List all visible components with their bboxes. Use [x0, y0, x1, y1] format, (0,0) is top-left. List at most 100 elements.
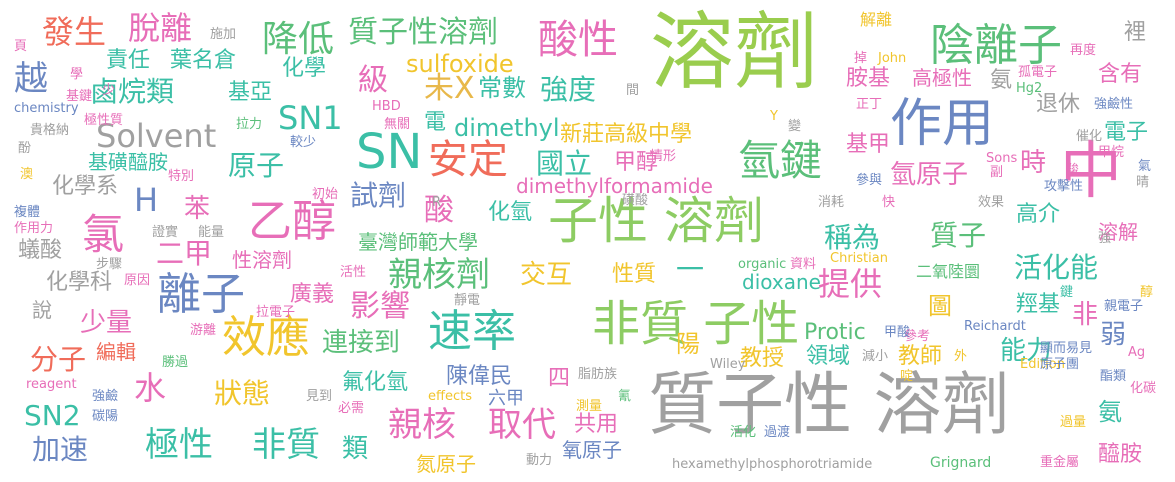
cloud-word: SN1 [278, 99, 343, 137]
cloud-word: 六甲 [488, 388, 524, 409]
cloud-word: 掉 [854, 51, 868, 66]
cloud-word: 原子團 [1040, 357, 1080, 372]
cloud-word: 溶劑 [650, 3, 819, 101]
cloud-word: 效果 [978, 195, 1005, 210]
cloud-word: dimethylformamide [516, 174, 713, 198]
cloud-word: Reichardt [964, 319, 1026, 334]
cloud-word: 鍵 [1060, 285, 1074, 300]
cloud-word: 顯而易見 [1040, 341, 1093, 356]
cloud-word: 脫離 [128, 9, 193, 47]
cloud-word: 強 [1098, 231, 1112, 246]
cloud-word: 外 [954, 349, 968, 364]
cloud-word: 性質 [612, 262, 657, 287]
cloud-word: 少 [102, 83, 116, 98]
cloud-word: 退休 [1036, 92, 1081, 117]
cloud-word: 動力 [526, 453, 553, 468]
cloud-word: 澳 [20, 167, 34, 182]
cloud-word: 親電子 [1104, 299, 1144, 314]
cloud-word: 減小 [862, 349, 889, 364]
cloud-word: 測量 [576, 399, 603, 414]
cloud-word: 施加 [210, 27, 237, 42]
cloud-word: 速率 [428, 306, 516, 357]
cloud-word: 氰 [618, 389, 632, 404]
cloud-word: 證實 [152, 225, 179, 240]
cloud-word: Y [770, 109, 778, 124]
cloud-word: Grignard [930, 455, 992, 471]
cloud-word: 教授 [740, 346, 785, 371]
cloud-word: 鹵烷類 [90, 75, 175, 108]
cloud-word: 酸 [424, 193, 454, 228]
cloud-word: 提供 [818, 265, 883, 303]
cloud-word: 基磺醯胺 [88, 150, 168, 174]
cloud-word: 作用 [890, 94, 995, 154]
cloud-word: 廣義 [290, 282, 335, 307]
cloud-word: 氫原子 [890, 160, 969, 190]
cloud-word: 離子 [157, 269, 245, 320]
cloud-word: 國立 [536, 147, 593, 180]
cloud-word: 親核 [388, 405, 456, 445]
cloud-word: 少量 [80, 308, 133, 338]
cloud-word: 再度 [1070, 43, 1097, 58]
cloud-word: 酸性 [538, 17, 618, 63]
cloud-word: 催化 [1076, 129, 1103, 144]
cloud-word: 勝過 [162, 355, 189, 370]
cloud-word: 氧原子 [562, 438, 622, 462]
cloud-word: 子性 溶劑 [548, 192, 764, 250]
cloud-word: 能力 [1000, 336, 1053, 366]
cloud-word: 作用力 [14, 221, 54, 236]
cloud-word: 乙醇 [248, 196, 336, 247]
cloud-word: 領域 [806, 344, 851, 369]
cloud-word: 甲酸 [884, 325, 911, 340]
cloud-word: 中 [1060, 134, 1123, 207]
cloud-word: 水 [134, 369, 167, 407]
cloud-word: 變 [788, 119, 802, 134]
cloud-word: 說 [32, 298, 52, 322]
cloud-word: 胺基 [846, 66, 891, 91]
cloud-word: 親核劑 [388, 255, 490, 295]
cloud-word: 電子 [1104, 120, 1149, 145]
cloud-word: 極性 [145, 425, 213, 465]
cloud-word: 啶 [900, 369, 914, 384]
cloud-word: 質子 [930, 219, 987, 252]
cloud-word: 原子 [228, 149, 285, 182]
cloud-word: 貴格納 [30, 123, 70, 138]
cloud-word: 基鍵 [66, 89, 93, 104]
cloud-word: 未X [424, 71, 475, 106]
cloud-word: 拉力 [236, 117, 263, 132]
cloud-word: 醇 [1140, 285, 1154, 300]
cloud-word: SN [356, 124, 423, 180]
cloud-word: 葉名倉 [170, 48, 237, 73]
cloud-word: 狀態 [214, 377, 271, 410]
cloud-word: 活化能 [1014, 251, 1099, 284]
cloud-word: 步驟 [96, 257, 123, 272]
cloud-word: 靜電 [454, 293, 481, 308]
cloud-word: 發生 [42, 13, 107, 51]
cloud-word: 情形 [650, 149, 677, 164]
cloud-word: 氫鍵 [738, 136, 823, 185]
cloud-word: 非 [1072, 300, 1099, 330]
cloud-word: 碳陽 [92, 409, 119, 424]
cloud-word: 降低 [262, 19, 335, 60]
cloud-word: 正丁 [856, 97, 883, 112]
cloud-word: 取代 [488, 405, 556, 445]
cloud-word: 氯 [82, 210, 125, 259]
cloud-word: 拉電子 [256, 305, 296, 320]
cloud-word: sulfoxide [406, 50, 514, 78]
cloud-word: 溶解 [1098, 220, 1138, 244]
cloud-word: 氟化氫 [342, 370, 409, 395]
cloud-word: 重金屬 [1040, 455, 1080, 470]
cloud-word: 化學 [282, 56, 327, 81]
cloud-word: 強度 [540, 73, 597, 106]
cloud-word: 二甲 [156, 237, 213, 270]
cloud-word: 間 [626, 83, 640, 98]
cloud-word: 高極性 [912, 66, 972, 90]
cloud-word: 蟻酸 [18, 238, 63, 263]
cloud-word: Sons [986, 151, 1018, 166]
cloud-word: 高介 [1016, 202, 1061, 227]
cloud-word: 過量 [1060, 415, 1087, 430]
cloud-word: 影響 [350, 289, 410, 324]
cloud-word: 見到 [306, 389, 333, 404]
cloud-word: 基亞 [228, 80, 273, 105]
cloud-word: 加速 [32, 433, 89, 466]
